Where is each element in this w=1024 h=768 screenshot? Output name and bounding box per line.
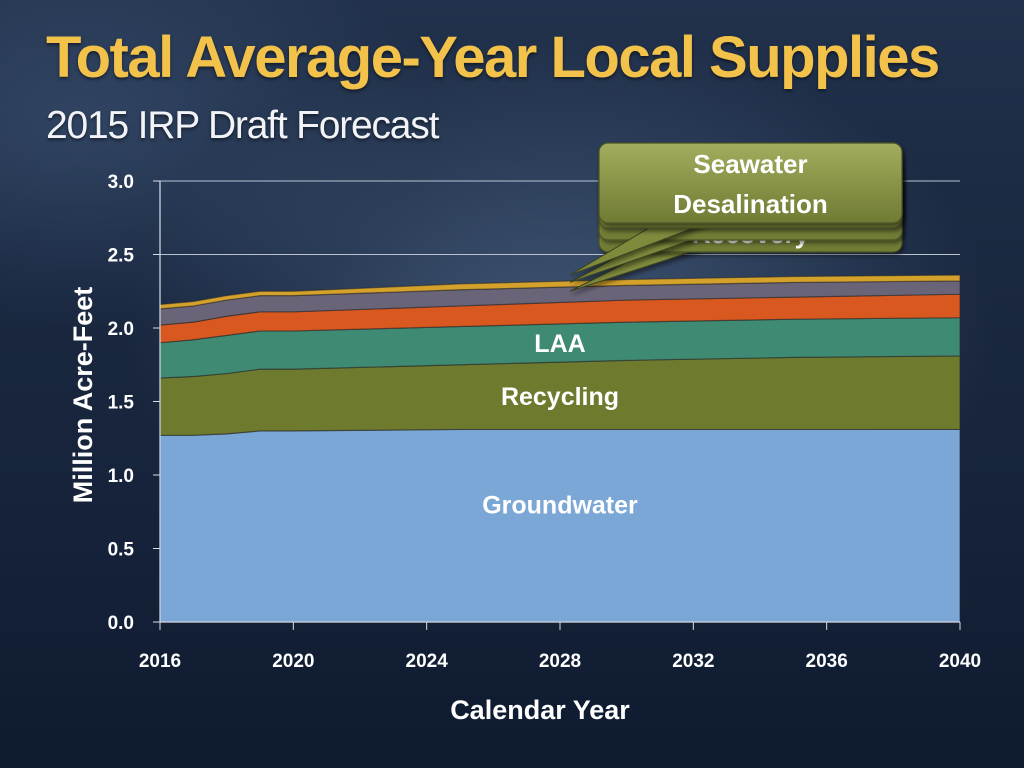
y-tick-label: 1.5	[108, 393, 135, 414]
x-tick-label: 2036	[806, 651, 848, 672]
slide-title: Total Average-Year Local Supplies	[46, 25, 940, 90]
x-tick-label: 2040	[939, 651, 981, 672]
area-series-groundwater	[159, 428, 961, 623]
y-tick-label: 1.0	[108, 466, 134, 487]
x-tick-label: 2028	[539, 651, 581, 672]
band-label-groundwater: Groundwater	[482, 491, 638, 519]
slide-subtitle: 2015 IRP Draft Forecast	[46, 104, 439, 147]
band-labels: Groundwater Recycling LAA	[482, 330, 638, 519]
x-axis-label: Calendar Year	[450, 695, 630, 725]
band-label-recycling: Recycling	[501, 383, 619, 411]
y-tick-label: 0.5	[108, 540, 135, 561]
x-tick-label: 2024	[406, 651, 449, 672]
y-tick-label: 3.0	[108, 172, 134, 193]
area-series-seawater-desalination	[159, 274, 961, 310]
x-tick-label: 2020	[272, 651, 314, 672]
x-tick-label: 2032	[672, 651, 714, 672]
callout-group: RecoverySeawaterDesalination	[569, 142, 903, 292]
axes: 0.0 0.5 1.0 1.5 2.0 2.5 3.0 2016 2020 2024 2028 203…	[108, 172, 982, 672]
y-tick-label: 2.0	[108, 319, 134, 340]
callout-text-line: Desalination	[673, 189, 828, 219]
callout-box-front	[598, 142, 903, 224]
area-series-group	[159, 274, 961, 623]
x-tick-label: 2016	[139, 651, 181, 672]
y-tick-label: 2.5	[108, 246, 135, 267]
callout-text-line: Seawater	[693, 149, 807, 179]
band-label-laa: LAA	[534, 330, 585, 358]
y-tick-label: 0.0	[108, 613, 134, 634]
